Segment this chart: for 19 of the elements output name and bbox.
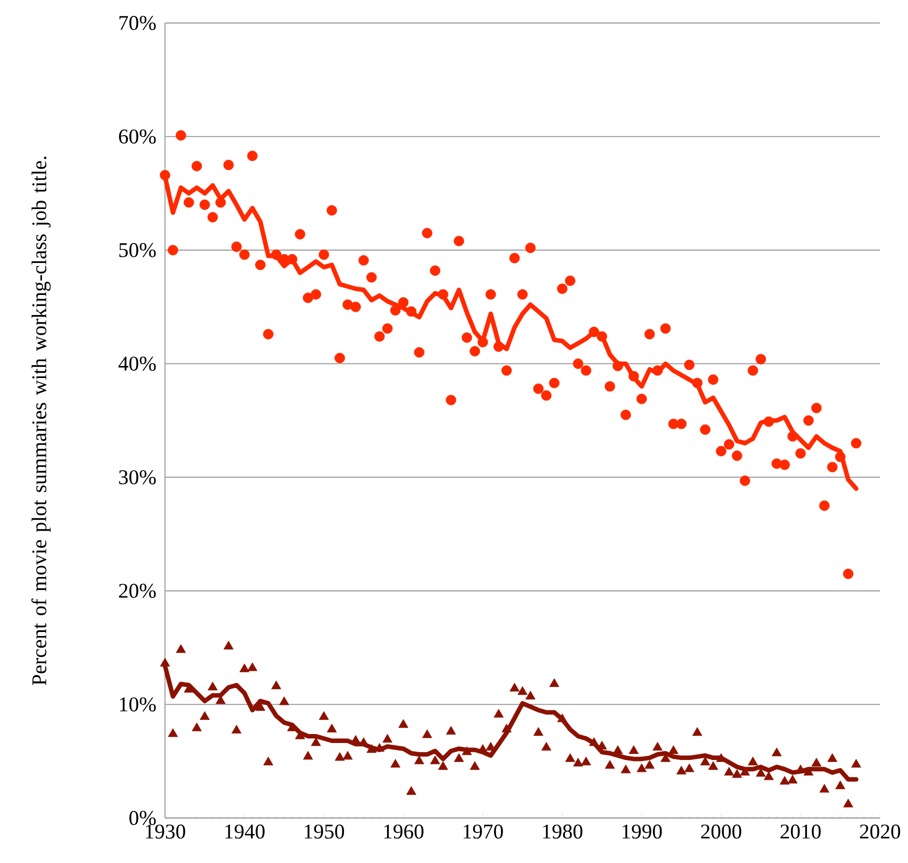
x-tick-label: 1940 [225,824,265,839]
x-tick-label: 1930 [146,824,186,839]
x-tick-label: 1990 [622,824,662,839]
y-tick-label: 0% [129,810,156,826]
y-tick-label: 70% [120,16,156,30]
x-tick-label: 2020 [860,824,900,839]
x-tick-label: 1980 [543,824,582,839]
x-tick-label: 1950 [304,824,344,839]
x-tick-label: 2000 [701,824,742,839]
y-tick-label: 60% [119,129,156,144]
y-tick-label: 40% [118,356,156,371]
y-tick-label: 20% [119,584,156,598]
x-tick-label: 1970 [464,824,503,839]
y-axis-title: Percent of movie plot summaries with working-class job title. [31,156,51,686]
y-tick-label: 30% [119,470,156,484]
x-tick-label: 1960 [384,824,424,839]
y-tick-label: 10% [120,697,156,712]
y-tick-label: 50% [119,243,156,258]
x-tick-label: 2010 [780,824,821,839]
